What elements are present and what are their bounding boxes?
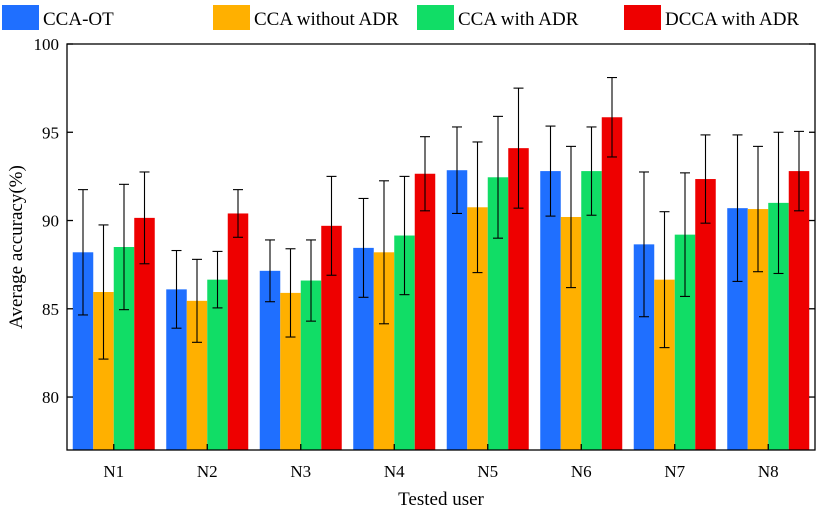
bar-N7-cca-with-adr [674, 234, 696, 450]
plot-area [72, 76, 810, 451]
y-axis: 80 85 90 95 100 [34, 35, 815, 407]
legend-label: CCA without ADR [254, 9, 399, 30]
error-bar [732, 134, 743, 282]
error-bar [452, 126, 462, 215]
error-bar [326, 175, 337, 276]
error-bar [306, 239, 316, 322]
y-tick-label: 80 [42, 388, 59, 407]
error-bar [493, 115, 503, 239]
legend-label: CCA-OT [43, 9, 114, 30]
bar-N5-dcca-with-adr [508, 148, 529, 450]
x-axis: N1 N2 N3 N4 N5 N6 N7 N8 [103, 444, 779, 481]
error-bar [545, 125, 556, 217]
bar-N2-dcca-with-adr [227, 213, 249, 450]
bar-N4-cca-without-adr [373, 252, 395, 450]
bar-N4-dcca-with-adr [414, 173, 436, 451]
x-tick-label: N6 [571, 462, 592, 481]
legend-swatch [624, 5, 661, 30]
bar-N2-cca-without-adr [186, 300, 208, 450]
error-bar [639, 171, 649, 318]
error-bar [98, 224, 109, 360]
y-tick-label: 90 [42, 212, 59, 231]
bar-N3-cca-ot [259, 270, 281, 450]
error-bar [607, 76, 617, 158]
bar-N8-dcca-with-adr [788, 171, 810, 451]
error-bar [680, 172, 690, 297]
bar-N5-cca-with-adr [487, 177, 509, 450]
error-bar [420, 136, 430, 212]
bar-N8-cca-without-adr [747, 209, 769, 450]
x-tick-label: N7 [664, 462, 685, 481]
y-tick-label: 100 [34, 35, 60, 54]
error-bar [233, 189, 243, 238]
bar-N5-cca-without-adr [467, 207, 488, 450]
legend: CCA-OT CCA without ADR CCA with ADR DCCA wi… [2, 5, 799, 30]
plot-frame [66, 43, 816, 451]
error-bar [794, 130, 804, 212]
bar-N6-dcca-with-adr [601, 117, 623, 450]
error-bar [399, 175, 410, 296]
bar-N2-cca-ot [166, 289, 187, 450]
error-bar [659, 211, 670, 349]
y-tick-label: 95 [42, 123, 59, 142]
bar-N1-cca-without-adr [93, 292, 114, 450]
error-bar [513, 87, 524, 209]
x-tick-label: N2 [197, 462, 218, 481]
error-bar [472, 141, 483, 274]
legend-swatch [213, 5, 250, 30]
legend-item-cca-without-adr: CCA without ADR [213, 5, 399, 30]
x-tick-label: N8 [758, 462, 779, 481]
legend-item-cca-ot: CCA-OT [2, 5, 114, 30]
error-bar [358, 197, 369, 298]
error-bar [171, 249, 182, 329]
x-axis-title: Tested user [398, 489, 484, 510]
legend-swatch [2, 5, 39, 30]
x-tick-label: N3 [290, 462, 311, 481]
error-bar [753, 145, 763, 273]
y-axis-title: Average accuracy(%) [6, 165, 27, 329]
bar-N1-cca-ot [72, 252, 94, 450]
error-bar [78, 189, 88, 316]
x-tick-label: N5 [477, 462, 498, 481]
bar-N6-cca-ot [540, 171, 561, 451]
error-bar [119, 183, 129, 311]
y-tick-label: 85 [42, 300, 59, 319]
x-tick-label: N1 [103, 462, 124, 481]
bar-N1-cca-with-adr [113, 247, 135, 450]
bar-N1-dcca-with-adr [134, 217, 155, 450]
bar-N2-cca-with-adr [207, 279, 228, 450]
error-bar [139, 171, 150, 265]
bar-N6-cca-with-adr [581, 171, 602, 451]
error-bar [773, 131, 784, 275]
bar-N6-cca-without-adr [560, 216, 582, 450]
error-bar [192, 258, 202, 343]
legend-item-cca-with-adr: CCA with ADR [417, 5, 579, 30]
legend-item-dcca-with-adr: DCCA with ADR [624, 5, 799, 30]
error-bar [212, 250, 223, 309]
x-tick-label: N4 [384, 462, 405, 481]
bar-N3-cca-with-adr [300, 280, 322, 450]
bar-N5-cca-ot [446, 170, 468, 450]
bar-N7-cca-without-adr [654, 279, 675, 450]
error-bar [566, 145, 576, 289]
bar-N7-cca-ot [633, 244, 655, 450]
bar-N7-dcca-with-adr [695, 179, 716, 450]
bar-N4-cca-with-adr [394, 235, 415, 450]
bar-N3-cca-without-adr [280, 292, 301, 450]
error-bar [379, 180, 389, 325]
error-bar [265, 239, 275, 303]
bar-N4-cca-ot [353, 247, 374, 450]
legend-label: CCA with ADR [458, 9, 579, 30]
bar-N8-cca-with-adr [768, 202, 789, 450]
bar-N8-cca-ot [727, 208, 748, 450]
legend-swatch [417, 5, 454, 30]
legend-label: DCCA with ADR [665, 9, 799, 30]
error-bar [285, 248, 296, 338]
bar-N3-dcca-with-adr [321, 225, 342, 450]
error-bar [700, 134, 711, 224]
error-bar [586, 126, 597, 216]
